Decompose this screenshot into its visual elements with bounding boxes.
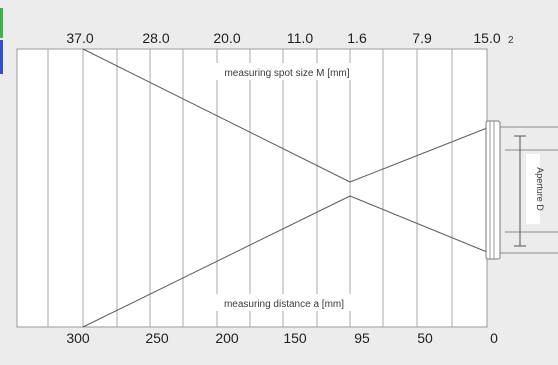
beam-outline xyxy=(82,48,488,328)
spot-size-superscript: 2 xyxy=(508,35,514,46)
beam-lower-diverging xyxy=(349,195,488,253)
spot-size-label: 1.6 xyxy=(347,30,367,46)
sensor-head: Aperture D xyxy=(485,120,558,260)
distance-caption: measuring distance a [mm] xyxy=(224,299,344,310)
spot-size-label: 20.0 xyxy=(213,30,240,46)
spot-size-label: 11.0 xyxy=(287,30,313,46)
left-edge-tab-blue xyxy=(0,40,3,74)
spot-size-label: 28.0 xyxy=(142,30,169,46)
left-edge-tab-green xyxy=(0,8,3,38)
plot-area xyxy=(16,48,488,328)
spot-size-label: 7.9 xyxy=(412,30,432,46)
spot-size-caption: measuring spot size M [mm] xyxy=(224,68,349,79)
aperture-label-backing xyxy=(526,154,540,224)
caption-backing xyxy=(198,294,370,311)
grid-lines xyxy=(47,49,453,327)
spot-size-label: 15.0 xyxy=(473,30,500,46)
aperture-label: Aperture D xyxy=(535,167,545,211)
spot-size-labels: 37.0 28.0 20.0 11.0 1.6 7.9 15.0 2 xyxy=(66,30,514,46)
distance-label: 250 xyxy=(145,330,169,346)
beam-upper-diverging xyxy=(349,127,488,183)
distance-label: 0 xyxy=(490,330,498,346)
beam-upper-converging xyxy=(82,48,351,183)
distance-label: 50 xyxy=(417,330,433,346)
distance-label: 95 xyxy=(354,330,370,346)
caption-backing xyxy=(192,63,382,80)
sensor-body-outline xyxy=(500,126,558,254)
distance-label: 150 xyxy=(283,330,307,346)
distance-label: 300 xyxy=(66,330,90,346)
sensor-lens-housing xyxy=(485,120,501,260)
spot-size-label: 37.0 xyxy=(66,30,93,46)
beam-lower-converging xyxy=(82,195,351,328)
distance-label: 200 xyxy=(215,330,239,346)
distance-labels: 300 250 200 150 95 50 0 xyxy=(66,330,498,346)
